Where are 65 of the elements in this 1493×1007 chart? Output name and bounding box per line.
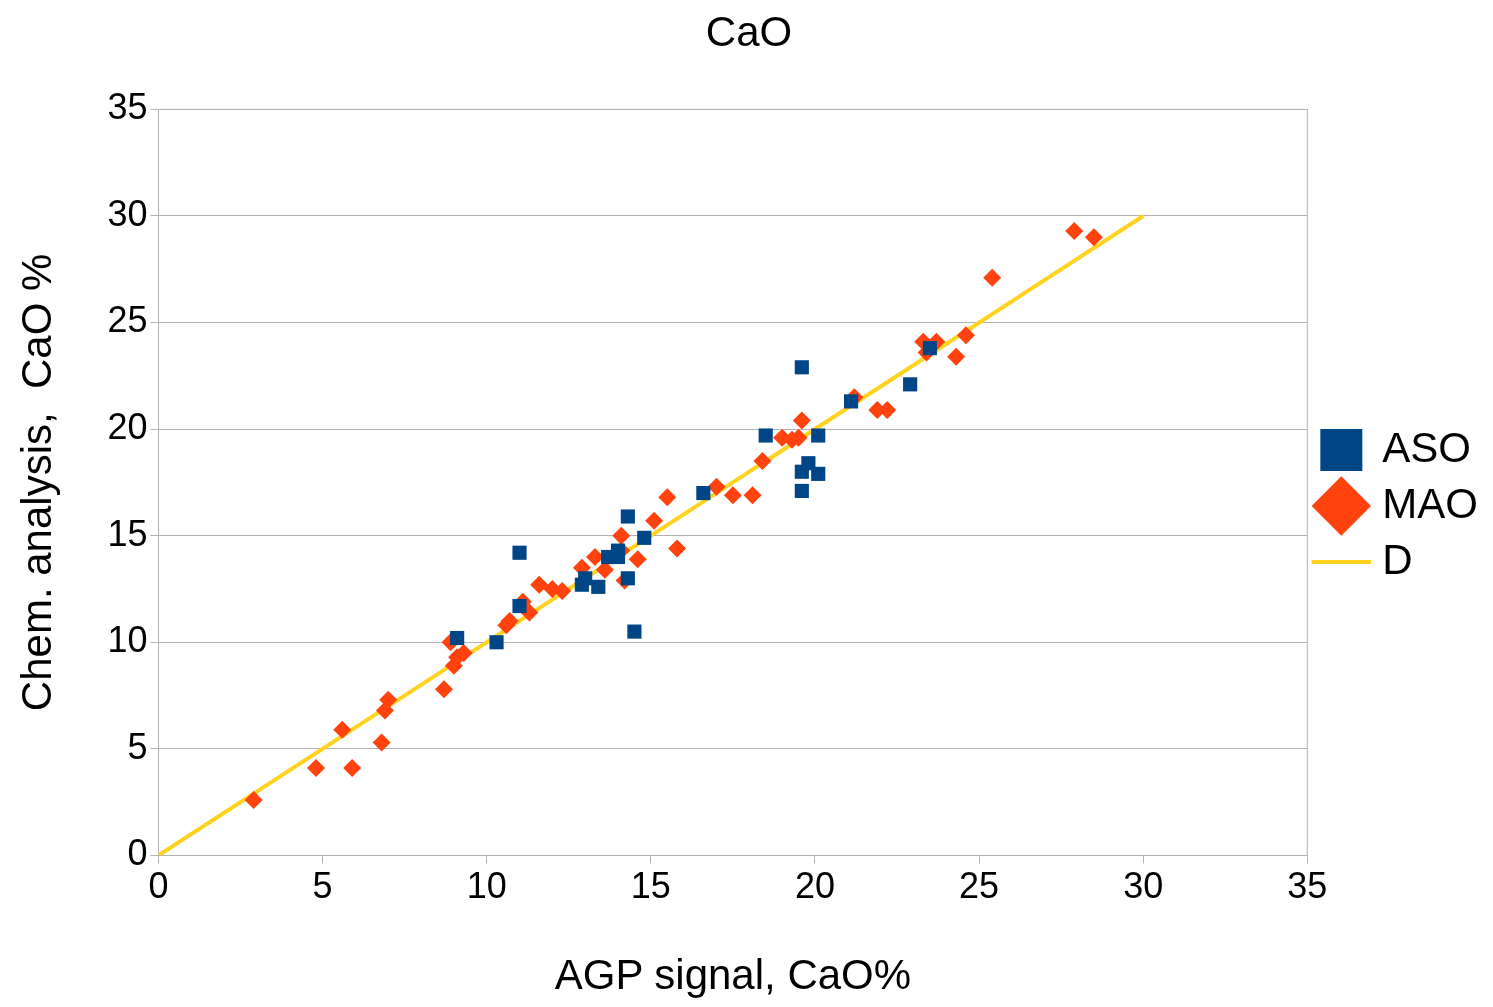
point — [811, 466, 826, 481]
x-tick-label: 35 — [1287, 864, 1328, 906]
legend-label: ASO — [1382, 423, 1472, 471]
y-tick-label: 5 — [127, 725, 148, 767]
y-tick-label: 0 — [127, 832, 148, 874]
point — [801, 456, 816, 471]
point — [794, 360, 809, 375]
point — [435, 680, 454, 699]
x-tick-label: 20 — [794, 864, 835, 906]
y-tick-label: 25 — [107, 299, 148, 341]
point — [743, 486, 762, 505]
point — [244, 790, 263, 809]
point — [512, 598, 527, 614]
x-tick-label: 5 — [312, 864, 333, 906]
point — [758, 428, 773, 443]
point — [578, 571, 593, 586]
y-tick-label: 35 — [107, 86, 148, 128]
x-tick-label: 25 — [959, 864, 1000, 906]
y-tick-label: 10 — [107, 619, 148, 661]
point — [591, 579, 606, 594]
point — [612, 526, 631, 545]
point — [696, 485, 711, 501]
point — [794, 483, 809, 498]
x-tick-label: 30 — [1123, 864, 1164, 906]
chart-title: CaO — [705, 7, 793, 55]
point — [811, 428, 826, 443]
x-tick-label: 10 — [466, 864, 507, 906]
point — [903, 377, 918, 392]
point — [627, 624, 642, 639]
point — [707, 477, 726, 496]
point — [372, 733, 391, 752]
point — [983, 268, 1002, 287]
point — [628, 550, 647, 569]
point — [620, 509, 635, 524]
y-tick-label: 20 — [107, 406, 148, 448]
point — [947, 347, 966, 366]
point — [379, 690, 398, 709]
point — [1084, 228, 1103, 247]
point — [333, 720, 352, 739]
point — [489, 635, 504, 650]
point — [792, 411, 811, 430]
x-axis-title: AGP signal, CaO% — [554, 951, 912, 999]
legend-label: D — [1382, 535, 1413, 583]
point — [637, 530, 652, 545]
point — [530, 575, 549, 594]
point — [307, 759, 326, 778]
point — [753, 452, 772, 471]
point — [645, 511, 664, 530]
point — [668, 539, 687, 558]
point — [610, 549, 626, 565]
point — [723, 486, 742, 505]
y-axis-title: Chem. analysis, CaO % — [12, 253, 60, 712]
point — [922, 341, 937, 356]
point — [658, 488, 677, 507]
legend-label: MAO — [1382, 479, 1478, 527]
point — [956, 326, 975, 345]
y-tick-label: 30 — [107, 192, 148, 234]
point — [343, 759, 362, 778]
point — [843, 394, 859, 409]
point — [620, 571, 635, 586]
y-tick-label: 15 — [107, 512, 148, 554]
point — [450, 630, 465, 646]
point — [1065, 221, 1084, 240]
point — [512, 545, 527, 560]
x-tick-label: 15 — [630, 864, 671, 906]
